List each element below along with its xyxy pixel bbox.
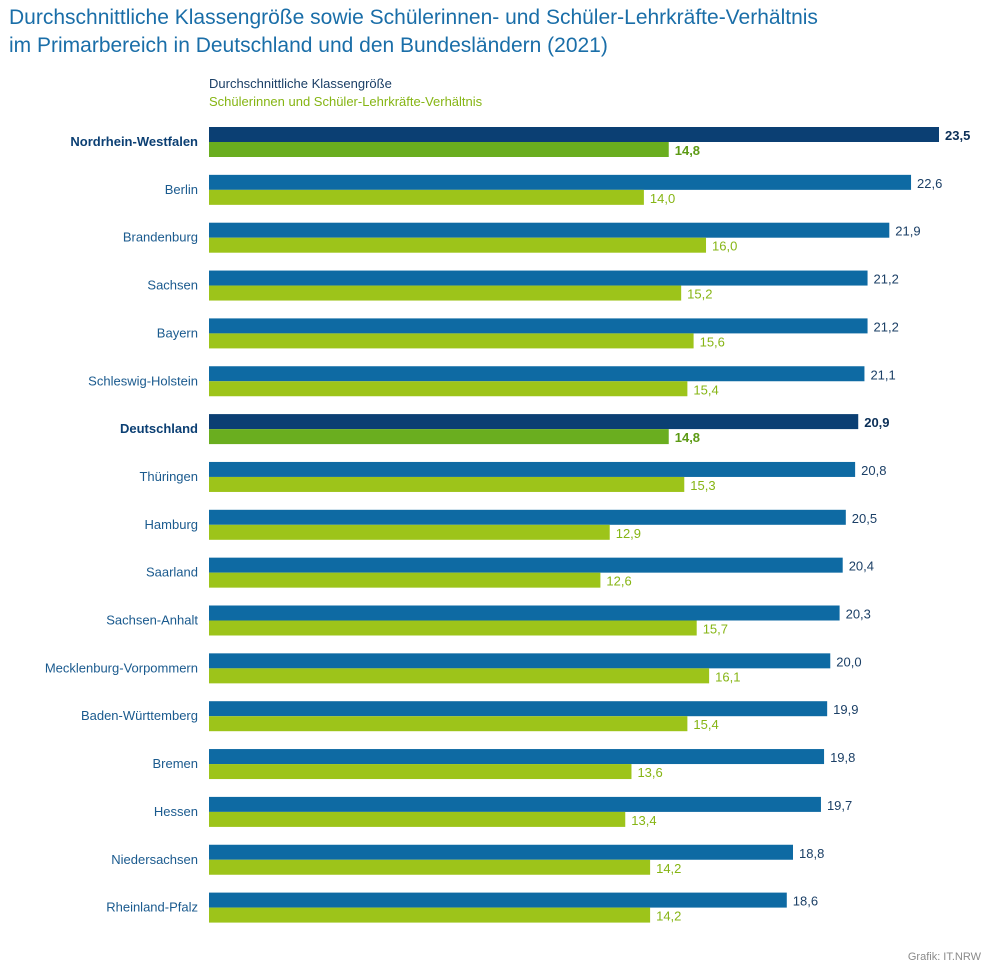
bar-class-size-brandenburg [209, 222, 890, 238]
bar-class-size-saarland [209, 557, 843, 573]
bar-class-size-bayern [209, 318, 868, 334]
bar-ratio-berlin [209, 189, 644, 205]
chart-title-line-2: im Primarbereich in Deutschland und den … [9, 34, 608, 57]
value-label-ratio-thuringen: 15,3 [690, 478, 715, 493]
bar-ratio-sachsen-anhalt [209, 620, 697, 636]
bar-ratio-thuringen [209, 476, 685, 492]
category-label-bayern: Bayern [157, 325, 198, 340]
bar-class-size-niedersachsen [209, 844, 793, 860]
value-label-class-size-baden-wurttemberg: 19,9 [833, 702, 858, 717]
category-label-deutschland: Deutschland [120, 421, 198, 436]
bar-class-size-thuringen [209, 461, 856, 477]
value-label-class-size-berlin: 22,6 [917, 176, 942, 191]
bar-ratio-schleswig-holstein [209, 381, 688, 397]
value-label-ratio-rheinland-pfalz: 14,2 [656, 909, 681, 924]
category-label-baden-wurttemberg: Baden-Württemberg [81, 708, 198, 723]
category-label-hessen: Hessen [154, 804, 198, 819]
bar-class-size-deutschland [209, 414, 859, 430]
value-label-ratio-mecklenburg-vorpommern: 16,1 [715, 669, 740, 684]
value-label-class-size-rheinland-pfalz: 18,6 [793, 894, 818, 909]
category-label-schleswig-holstein: Schleswig-Holstein [88, 373, 198, 388]
bar-class-size-mecklenburg-vorpommern [209, 653, 831, 669]
category-label-rheinland-pfalz: Rheinland-Pfalz [106, 900, 198, 915]
value-label-ratio-berlin: 14,0 [650, 191, 675, 206]
value-label-class-size-saarland: 20,4 [849, 559, 874, 574]
bar-ratio-saarland [209, 572, 601, 588]
bar-class-size-hamburg [209, 509, 846, 525]
bar-ratio-bayern [209, 333, 694, 349]
value-label-class-size-bayern: 21,2 [874, 319, 899, 334]
bar-ratio-hamburg [209, 524, 610, 540]
bar-class-size-schleswig-holstein [209, 366, 865, 382]
chart-title: Durchschnittliche Klassengröße sowie Sch… [9, 4, 994, 60]
value-label-class-size-mecklenburg-vorpommern: 20,0 [836, 654, 861, 669]
legend-entry-class-size: Durchschnittliche Klassengröße [209, 76, 392, 91]
value-label-ratio-hessen: 13,4 [631, 813, 656, 828]
value-label-class-size-sachsen-anhalt: 20,3 [846, 607, 871, 622]
value-label-class-size-brandenburg: 21,9 [895, 224, 920, 239]
chart-title-line-1: Durchschnittliche Klassengröße sowie Sch… [9, 6, 818, 29]
bar-class-size-berlin [209, 174, 912, 190]
value-label-ratio-deutschland: 14,8 [675, 430, 700, 445]
category-label-sachsen: Sachsen [147, 278, 198, 293]
value-label-ratio-niedersachsen: 14,2 [656, 861, 681, 876]
value-label-ratio-sachsen: 15,2 [687, 287, 712, 302]
value-label-class-size-hamburg: 20,5 [852, 511, 877, 526]
value-label-ratio-sachsen-anhalt: 15,7 [703, 622, 728, 637]
bar-ratio-baden-wurttemberg [209, 716, 688, 732]
bar-class-size-bremen [209, 749, 825, 765]
value-label-class-size-thuringen: 20,8 [861, 463, 886, 478]
category-label-bremen: Bremen [152, 756, 198, 771]
category-label-sachsen-anhalt: Sachsen-Anhalt [106, 613, 198, 628]
bar-ratio-brandenburg [209, 237, 707, 253]
value-label-class-size-schleswig-holstein: 21,1 [870, 367, 895, 382]
value-label-class-size-hessen: 19,7 [827, 798, 852, 813]
bar-class-size-rheinland-pfalz [209, 892, 787, 908]
bar-ratio-sachsen [209, 285, 682, 301]
value-label-ratio-bayern: 15,6 [700, 334, 725, 349]
bar-class-size-hessen [209, 796, 821, 812]
value-label-ratio-brandenburg: 16,0 [712, 239, 737, 254]
value-label-class-size-niedersachsen: 18,8 [799, 846, 824, 861]
bar-class-size-sachsen-anhalt [209, 605, 840, 621]
category-label-mecklenburg-vorpommern: Mecklenburg-Vorpommern [45, 660, 198, 675]
chart-source: Grafik: IT.NRW [907, 951, 981, 963]
value-label-ratio-hamburg: 12,9 [616, 526, 641, 541]
category-label-saarland: Saarland [146, 565, 198, 580]
value-label-ratio-schleswig-holstein: 15,4 [693, 382, 718, 397]
bar-class-size-sachsen [209, 270, 868, 286]
category-label-thuringen: Thüringen [139, 469, 198, 484]
bar-ratio-bremen [209, 764, 632, 780]
value-label-class-size-bremen: 19,8 [830, 750, 855, 765]
value-label-ratio-saarland: 12,6 [606, 574, 631, 589]
value-label-class-size-sachsen: 21,2 [874, 272, 899, 287]
category-label-berlin: Berlin [165, 182, 198, 197]
bar-class-size-baden-wurttemberg [209, 701, 828, 717]
bar-ratio-rheinland-pfalz [209, 907, 651, 923]
bar-ratio-niedersachsen [209, 859, 651, 875]
bar-ratio-nordrhein-westfalen [209, 142, 669, 157]
category-label-brandenburg: Brandenburg [123, 230, 198, 245]
value-label-ratio-nordrhein-westfalen: 14,8 [675, 143, 700, 158]
chart-legend: Durchschnittliche Klassengröße Schülerin… [209, 75, 482, 111]
bar-class-size-nordrhein-westfalen [209, 127, 939, 142]
bar-ratio-mecklenburg-vorpommern [209, 668, 710, 684]
value-label-class-size-nordrhein-westfalen: 23,5 [945, 128, 970, 143]
category-label-nordrhein-westfalen: Nordrhein-Westfalen [70, 134, 198, 149]
value-label-class-size-deutschland: 20,9 [864, 415, 889, 430]
value-label-ratio-bremen: 13,6 [637, 765, 662, 780]
category-label-niedersachsen: Niedersachsen [111, 852, 198, 867]
bar-ratio-deutschland [209, 429, 669, 445]
legend-entry-student-teacher-ratio: Schülerinnen und Schüler-Lehrkräfte-Verh… [209, 94, 483, 109]
value-label-ratio-baden-wurttemberg: 15,4 [693, 717, 718, 732]
category-label-hamburg: Hamburg [145, 517, 198, 532]
bar-ratio-hessen [209, 811, 626, 827]
